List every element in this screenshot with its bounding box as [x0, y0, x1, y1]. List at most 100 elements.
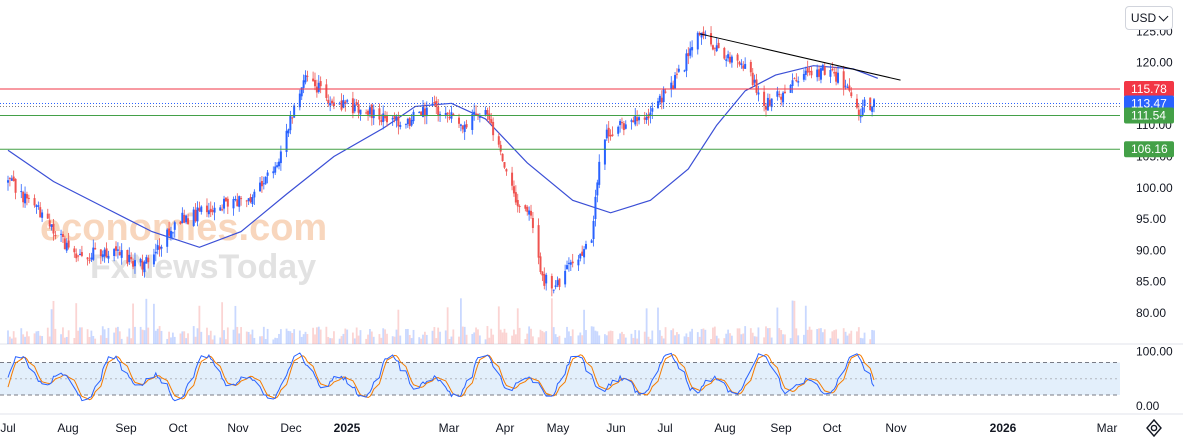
- candle-body: [795, 80, 798, 82]
- volume-bar: [262, 326, 265, 344]
- volume-bar: [846, 335, 849, 344]
- candle-body: [169, 230, 172, 238]
- candle-body: [380, 119, 383, 123]
- volume-bar: [581, 335, 584, 344]
- candle-body: [179, 221, 182, 224]
- candle-body: [810, 70, 813, 76]
- candle-body: [683, 70, 686, 72]
- volume-bar: [475, 327, 477, 344]
- currency-selector[interactable]: USD: [1125, 6, 1173, 30]
- volume-bar: [564, 337, 567, 344]
- volume-bar: [742, 333, 745, 344]
- volume-bar: [329, 338, 332, 344]
- volume-bar: [300, 336, 303, 344]
- volume-bar: [79, 327, 81, 344]
- volume-bar: [657, 307, 659, 344]
- candle-body: [266, 172, 269, 176]
- candle-body: [545, 274, 548, 284]
- candle-body: [285, 130, 288, 152]
- volume-bar: [365, 338, 368, 344]
- volume-bar: [183, 331, 186, 344]
- candle-body: [61, 234, 64, 237]
- candle-body: [861, 107, 864, 116]
- volume-bar: [727, 329, 729, 344]
- candle-body: [187, 218, 190, 224]
- candle-body: [770, 98, 773, 108]
- volume-bar: [219, 337, 222, 344]
- candle-body: [41, 212, 44, 218]
- candle-body: [420, 111, 423, 116]
- volume-bar: [579, 332, 582, 344]
- volume-bar: [751, 332, 754, 344]
- volume-bar: [674, 335, 676, 344]
- volume-bar: [386, 333, 388, 344]
- volume-bar: [439, 331, 441, 344]
- candle-body: [855, 98, 858, 108]
- candle-body: [452, 113, 455, 116]
- volume-bar: [782, 334, 784, 344]
- volume-bar: [207, 335, 210, 344]
- candle-body: [351, 98, 354, 114]
- volume-bar: [425, 334, 428, 344]
- candle-body: [234, 198, 237, 200]
- candle-body: [647, 114, 650, 119]
- volume-bar: [77, 330, 80, 344]
- candlestick-series: [7, 26, 876, 297]
- volume-series: [7, 298, 875, 344]
- volume-bar: [505, 332, 508, 344]
- candle-body: [620, 122, 623, 124]
- candle-body: [63, 238, 66, 250]
- candle-body: [154, 251, 157, 254]
- volume-bar: [50, 309, 53, 344]
- settings-icon[interactable]: [1144, 418, 1164, 438]
- candle-body: [253, 191, 256, 198]
- volume-bar: [342, 333, 345, 344]
- candle-body: [837, 72, 840, 83]
- candle-body: [766, 97, 769, 111]
- candle-body: [128, 254, 131, 263]
- volume-bar: [490, 328, 493, 344]
- candle-body: [418, 112, 421, 114]
- volume-bar: [289, 331, 292, 344]
- volume-bar: [532, 336, 534, 344]
- volume-bar: [209, 330, 212, 344]
- volume-bar: [118, 331, 121, 344]
- candle-body: [327, 99, 330, 104]
- volume-bar: [461, 326, 464, 344]
- volume-bar: [14, 337, 17, 344]
- volume-bar: [27, 336, 30, 344]
- candle-body: [60, 233, 63, 235]
- volume-bar: [139, 326, 142, 344]
- candle-body: [249, 196, 252, 203]
- volume-bar: [484, 339, 487, 344]
- candle-body: [806, 68, 809, 73]
- candle-body: [152, 254, 155, 265]
- volume-bar: [683, 336, 686, 344]
- candle-body: [579, 253, 582, 259]
- volume-bar: [60, 334, 62, 344]
- candle-body: [332, 102, 335, 106]
- volume-bar: [378, 334, 381, 344]
- volume-bar: [518, 327, 521, 344]
- volume-bar: [264, 339, 267, 344]
- x-tick-label: Mar: [1097, 421, 1118, 435]
- volume-bar: [448, 339, 451, 344]
- volume-bar: [120, 338, 123, 344]
- candle-body: [791, 80, 794, 86]
- volume-bar: [609, 330, 612, 344]
- candle-body: [382, 113, 385, 122]
- volume-bar: [744, 326, 747, 344]
- volume-bar: [552, 327, 555, 344]
- volume-bar: [803, 334, 805, 344]
- candle-body: [378, 108, 381, 120]
- volume-bar: [431, 330, 434, 344]
- volume-bar: [766, 328, 769, 344]
- volume-bar: [153, 303, 155, 344]
- candle-body: [765, 106, 767, 110]
- candle-body: [656, 101, 659, 109]
- candle-body: [433, 102, 436, 104]
- volume-bar: [249, 334, 252, 344]
- candle-body: [406, 118, 409, 125]
- stochastic-d-line: [7, 353, 875, 401]
